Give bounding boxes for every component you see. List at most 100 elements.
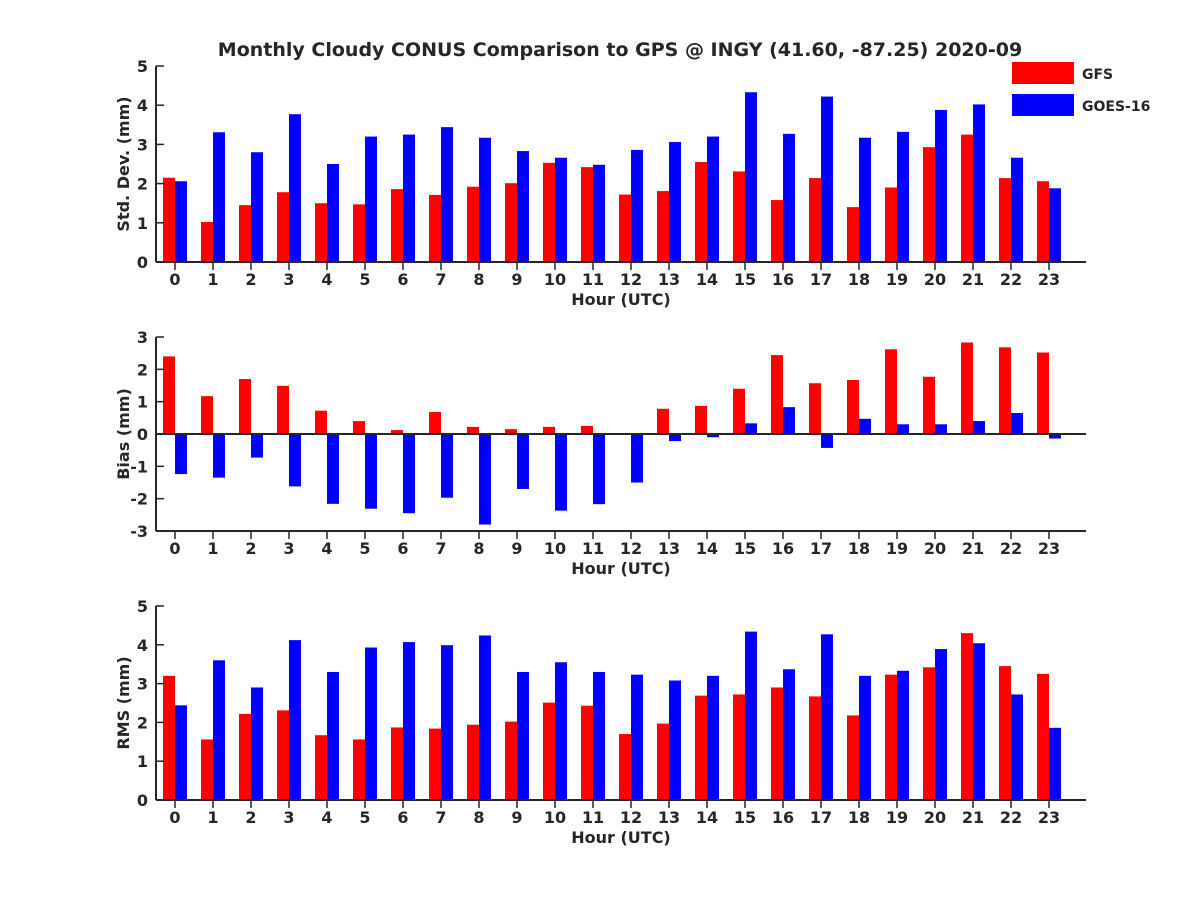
- bar-bias-gfs-14: [695, 405, 707, 434]
- legend-swatch-goes16: [1012, 94, 1074, 116]
- y-tick-label-bias: 1: [137, 393, 148, 412]
- y-tick-label-bias: 0: [137, 425, 148, 444]
- x-tick-label-bias: 14: [696, 539, 718, 558]
- bar-std-gfs-10: [543, 162, 555, 262]
- x-tick-label-std: 19: [886, 270, 908, 289]
- x-tick-label-bias: 8: [473, 539, 484, 558]
- bar-rms-gfs-5: [353, 739, 365, 800]
- bar-rms-gfs-11: [581, 705, 593, 800]
- y-tick-label-std: 2: [137, 175, 148, 194]
- bar-rms-gfs-2: [239, 713, 251, 800]
- y-tick-label-std: 1: [137, 214, 148, 233]
- bar-std-gfs-17: [809, 178, 821, 262]
- x-tick-label-rms: 18: [848, 808, 870, 827]
- x-tick-label-bias: 4: [321, 539, 332, 558]
- bar-bias-gfs-11: [581, 425, 593, 434]
- bar-std-goes16-1: [213, 132, 225, 262]
- x-tick-label-std: 8: [473, 270, 484, 289]
- bar-bias-gfs-6: [391, 430, 403, 434]
- bar-bias-gfs-19: [885, 349, 897, 434]
- bar-std-gfs-12: [619, 194, 631, 262]
- y-tick-label-bias: -1: [130, 457, 148, 476]
- x-tick-label-rms: 14: [696, 808, 718, 827]
- bar-rms-goes16-0: [175, 705, 187, 800]
- x-tick-label-bias: 5: [359, 539, 370, 558]
- bar-bias-gfs-16: [771, 355, 783, 434]
- bar-bias-goes16-12: [631, 434, 643, 483]
- bar-std-gfs-0: [163, 177, 175, 262]
- x-tick-label-bias: 11: [582, 539, 604, 558]
- bar-rms-gfs-19: [885, 674, 897, 800]
- bar-bias-goes16-21: [973, 421, 985, 434]
- bar-bias-goes16-7: [441, 434, 453, 498]
- x-tick-label-rms: 1: [207, 808, 218, 827]
- bar-bias-gfs-1: [201, 396, 213, 434]
- x-tick-label-rms: 21: [962, 808, 984, 827]
- bar-bias-goes16-6: [403, 434, 415, 514]
- x-tick-label-bias: 21: [962, 539, 984, 558]
- bar-bias-goes16-9: [517, 434, 529, 489]
- bar-std-gfs-5: [353, 204, 365, 262]
- x-tick-label-std: 20: [924, 270, 946, 289]
- bar-rms-goes16-16: [783, 669, 795, 800]
- y-tick-label-rms: 2: [137, 713, 148, 732]
- bar-rms-gfs-21: [961, 633, 973, 800]
- bar-std-goes16-14: [707, 136, 719, 262]
- bar-std-gfs-22: [999, 178, 1011, 262]
- x-tick-label-std: 21: [962, 270, 984, 289]
- bar-bias-goes16-3: [289, 434, 301, 487]
- bar-bias-goes16-13: [669, 434, 681, 442]
- y-tick-label-rms: 1: [137, 752, 148, 771]
- y-tick-label-bias: -2: [130, 490, 148, 509]
- x-tick-label-bias: 23: [1038, 539, 1060, 558]
- bar-bias-gfs-4: [315, 410, 327, 434]
- bar-rms-gfs-22: [999, 666, 1011, 800]
- x-tick-label-bias: 20: [924, 539, 946, 558]
- bar-std-goes16-13: [669, 142, 681, 262]
- bar-rms-goes16-11: [593, 671, 605, 800]
- x-tick-label-std: 23: [1038, 270, 1060, 289]
- bar-rms-gfs-14: [695, 695, 707, 800]
- bar-std-goes16-9: [517, 151, 529, 262]
- bar-bias-gfs-21: [961, 342, 973, 434]
- bar-rms-gfs-17: [809, 696, 821, 800]
- bar-bias-goes16-22: [1011, 412, 1023, 434]
- x-tick-label-rms: 6: [397, 808, 408, 827]
- x-axis-label-bias: Hour (UTC): [571, 559, 671, 578]
- x-tick-label-std: 9: [511, 270, 522, 289]
- bar-bias-goes16-5: [365, 434, 377, 509]
- x-tick-label-rms: 17: [810, 808, 832, 827]
- bar-std-gfs-13: [657, 191, 669, 262]
- bar-rms-gfs-23: [1037, 673, 1049, 800]
- x-tick-label-std: 5: [359, 270, 370, 289]
- x-tick-label-std: 1: [207, 270, 218, 289]
- x-tick-label-bias: 18: [848, 539, 870, 558]
- bar-std-goes16-15: [745, 92, 757, 262]
- bar-std-gfs-14: [695, 162, 707, 262]
- y-tick-label-rms: 5: [137, 597, 148, 616]
- bar-bias-goes16-4: [327, 434, 339, 504]
- x-tick-label-std: 16: [772, 270, 794, 289]
- bar-bias-gfs-22: [999, 347, 1011, 434]
- x-tick-label-bias: 13: [658, 539, 680, 558]
- bar-rms-goes16-3: [289, 640, 301, 800]
- x-tick-label-rms: 7: [435, 808, 446, 827]
- bar-rms-gfs-15: [733, 694, 745, 800]
- y-tick-label-bias: 2: [137, 360, 148, 379]
- bar-std-gfs-11: [581, 167, 593, 262]
- bar-rms-gfs-8: [467, 724, 479, 800]
- bar-rms-gfs-1: [201, 739, 213, 800]
- bar-std-goes16-7: [441, 127, 453, 262]
- bar-bias-gfs-3: [277, 385, 289, 434]
- bar-bias-goes16-20: [935, 424, 947, 434]
- y-tick-label-rms: 3: [137, 675, 148, 694]
- bar-std-goes16-8: [479, 137, 491, 262]
- legend-label-goes16: GOES-16: [1082, 99, 1150, 115]
- x-tick-label-std: 17: [810, 270, 832, 289]
- y-axis-label-std: Std. Dev. (mm): [114, 96, 133, 231]
- x-tick-label-rms: 19: [886, 808, 908, 827]
- bar-std-gfs-20: [923, 147, 935, 262]
- x-tick-label-std: 22: [1000, 270, 1022, 289]
- x-tick-label-rms: 4: [321, 808, 332, 827]
